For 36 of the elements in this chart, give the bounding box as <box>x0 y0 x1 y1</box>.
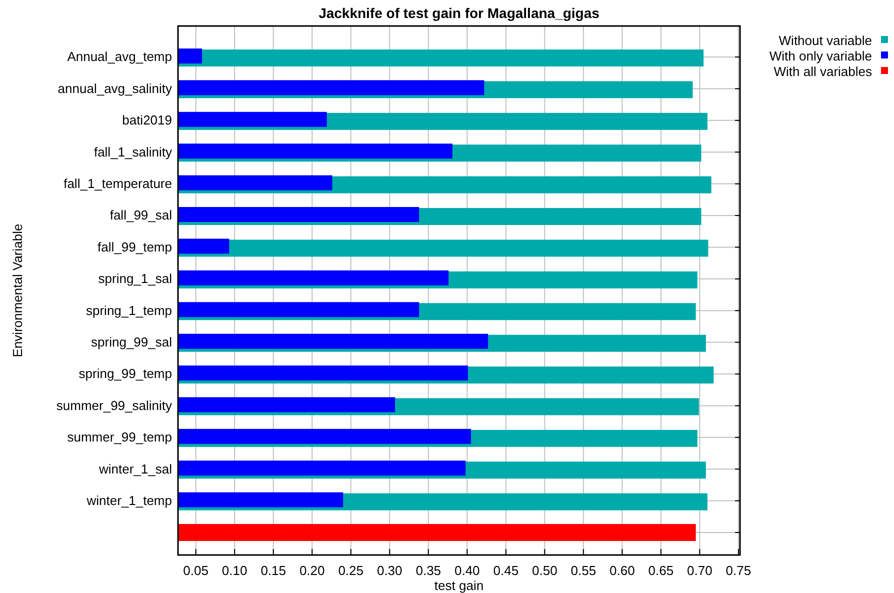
y-tick-label: summer_99_temp <box>67 430 172 445</box>
legend-label: Without variable <box>778 33 872 48</box>
y-tick-label: fall_1_temperature <box>64 176 172 191</box>
y-tick-label: Annual_avg_temp <box>67 49 172 64</box>
x-tick-label: 0.55 <box>570 562 596 578</box>
y-tick-label: spring_99_temp <box>78 366 172 382</box>
x-axis-title: test gain <box>434 578 484 593</box>
y-axis-title: Environmental Variable <box>10 224 25 358</box>
x-tick-label: 0.20 <box>299 562 325 578</box>
y-tick-label: annual_avg_salinity <box>58 80 172 96</box>
x-tick-label: 0.35 <box>416 562 442 578</box>
x-tick-label: 0.75 <box>726 562 752 578</box>
x-tick-label: 0.15 <box>260 562 286 578</box>
y-tick-label: winter_1_temp <box>86 492 172 508</box>
x-tick-label: 0.10 <box>222 562 248 578</box>
y-tick-label: fall_1_salinity <box>94 144 172 160</box>
y-tick-label: spring_1_temp <box>86 302 172 318</box>
legend-label: With only variable <box>769 48 872 64</box>
y-tick-label: bati2019 <box>122 112 172 128</box>
x-tick-label: 0.45 <box>493 562 519 578</box>
y-tick-label: spring_1_sal <box>98 271 172 286</box>
x-tick-label: 0.25 <box>338 562 364 578</box>
y-tick-label: winter_1_sal <box>98 461 172 476</box>
x-tick-label: 0.65 <box>648 562 674 578</box>
x-tick-label: 0.70 <box>687 562 712 578</box>
x-tick-label: 0.05 <box>183 562 208 578</box>
y-tick-label: spring_99_sal <box>91 334 172 350</box>
x-tick-label: 0.30 <box>376 562 402 578</box>
y-tick-label: fall_99_temp <box>98 239 172 254</box>
legend-label: With all variables <box>774 64 872 79</box>
x-tick-label: 0.50 <box>532 562 558 578</box>
x-tick-label: 0.60 <box>610 562 635 578</box>
y-tick-label: fall_99_sal <box>110 208 172 223</box>
y-tick-label: summer_99_salinity <box>56 398 172 413</box>
x-tick-label: 0.40 <box>454 562 480 578</box>
chart-title: Jackknife of test gain for Magallana_gigas <box>318 5 600 21</box>
